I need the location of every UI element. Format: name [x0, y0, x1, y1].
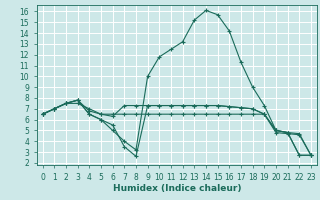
X-axis label: Humidex (Indice chaleur): Humidex (Indice chaleur) — [113, 184, 241, 193]
